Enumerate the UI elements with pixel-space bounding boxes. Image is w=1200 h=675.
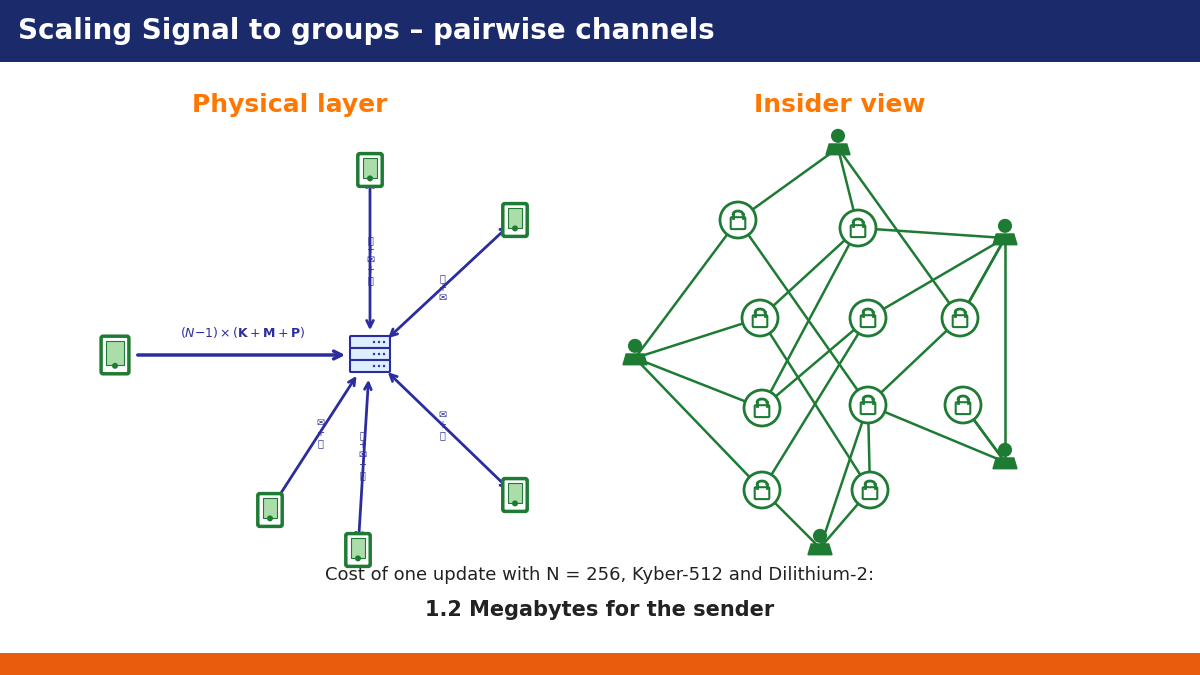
Bar <box>0 62 1200 653</box>
FancyBboxPatch shape <box>955 402 971 414</box>
Circle shape <box>383 341 385 343</box>
Circle shape <box>742 300 778 336</box>
FancyBboxPatch shape <box>350 360 390 372</box>
FancyBboxPatch shape <box>755 487 769 499</box>
Polygon shape <box>623 354 647 364</box>
Polygon shape <box>994 458 1018 468</box>
FancyBboxPatch shape <box>860 315 875 327</box>
Bar <box>350 537 365 558</box>
Bar <box>0 0 1200 62</box>
Bar <box>107 341 124 365</box>
Text: 🔑
+
✉: 🔑 + ✉ <box>438 273 446 303</box>
Text: Physical layer: Physical layer <box>192 93 388 117</box>
Bar <box>263 497 277 518</box>
Polygon shape <box>994 234 1018 245</box>
Circle shape <box>720 202 756 238</box>
Circle shape <box>830 129 845 143</box>
Text: Insider view: Insider view <box>755 93 925 117</box>
Circle shape <box>744 390 780 426</box>
Text: ✉
+
🔑: ✉ + 🔑 <box>438 410 446 440</box>
Bar <box>508 483 522 504</box>
FancyBboxPatch shape <box>860 402 875 414</box>
FancyBboxPatch shape <box>258 493 282 526</box>
FancyBboxPatch shape <box>350 336 390 348</box>
Circle shape <box>812 529 827 543</box>
FancyBboxPatch shape <box>755 405 769 417</box>
Text: 📄
+
✉
+
🔑: 📄 + ✉ + 🔑 <box>358 430 366 480</box>
Text: Scaling Signal to groups – pairwise channels: Scaling Signal to groups – pairwise chan… <box>18 17 715 45</box>
Text: 🔑
+
✉
+
📄: 🔑 + ✉ + 📄 <box>366 235 374 285</box>
Polygon shape <box>826 144 850 155</box>
Circle shape <box>112 362 118 369</box>
Text: 1.2 Megabytes for the sender: 1.2 Megabytes for the sender <box>425 600 775 620</box>
Circle shape <box>744 472 780 508</box>
FancyBboxPatch shape <box>503 479 527 512</box>
FancyBboxPatch shape <box>350 348 390 360</box>
Circle shape <box>850 300 886 336</box>
Circle shape <box>840 210 876 246</box>
Bar <box>362 158 377 178</box>
Circle shape <box>378 364 380 367</box>
FancyBboxPatch shape <box>851 225 865 237</box>
FancyBboxPatch shape <box>752 315 767 327</box>
Circle shape <box>998 443 1012 457</box>
Circle shape <box>373 341 376 343</box>
Circle shape <box>628 339 642 353</box>
Circle shape <box>383 364 385 367</box>
Text: $(N{-}1)\times(\mathbf{K} + \mathbf{M} + \mathbf{P})$: $(N{-}1)\times(\mathbf{K} + \mathbf{M} +… <box>180 325 305 340</box>
Circle shape <box>946 387 982 423</box>
FancyBboxPatch shape <box>731 217 745 229</box>
Text: Cost of one update with N = 256, Kyber-512 and Dilithium-2:: Cost of one update with N = 256, Kyber-5… <box>325 566 875 584</box>
Bar <box>0 653 1200 675</box>
FancyBboxPatch shape <box>503 204 527 236</box>
Circle shape <box>942 300 978 336</box>
Bar <box>508 208 522 228</box>
Circle shape <box>383 353 385 355</box>
Text: ✉
+
🔑: ✉ + 🔑 <box>316 418 324 448</box>
Polygon shape <box>808 544 832 555</box>
Circle shape <box>378 353 380 355</box>
Circle shape <box>998 219 1012 233</box>
FancyBboxPatch shape <box>358 154 382 186</box>
Circle shape <box>373 364 376 367</box>
Circle shape <box>852 472 888 508</box>
Circle shape <box>850 387 886 423</box>
Circle shape <box>367 176 373 182</box>
Circle shape <box>355 556 361 562</box>
Circle shape <box>378 341 380 343</box>
Circle shape <box>373 353 376 355</box>
FancyBboxPatch shape <box>101 336 128 374</box>
Circle shape <box>512 500 518 506</box>
Circle shape <box>512 225 518 232</box>
FancyBboxPatch shape <box>863 487 877 499</box>
FancyBboxPatch shape <box>953 315 967 327</box>
FancyBboxPatch shape <box>346 534 370 566</box>
Circle shape <box>266 516 274 521</box>
